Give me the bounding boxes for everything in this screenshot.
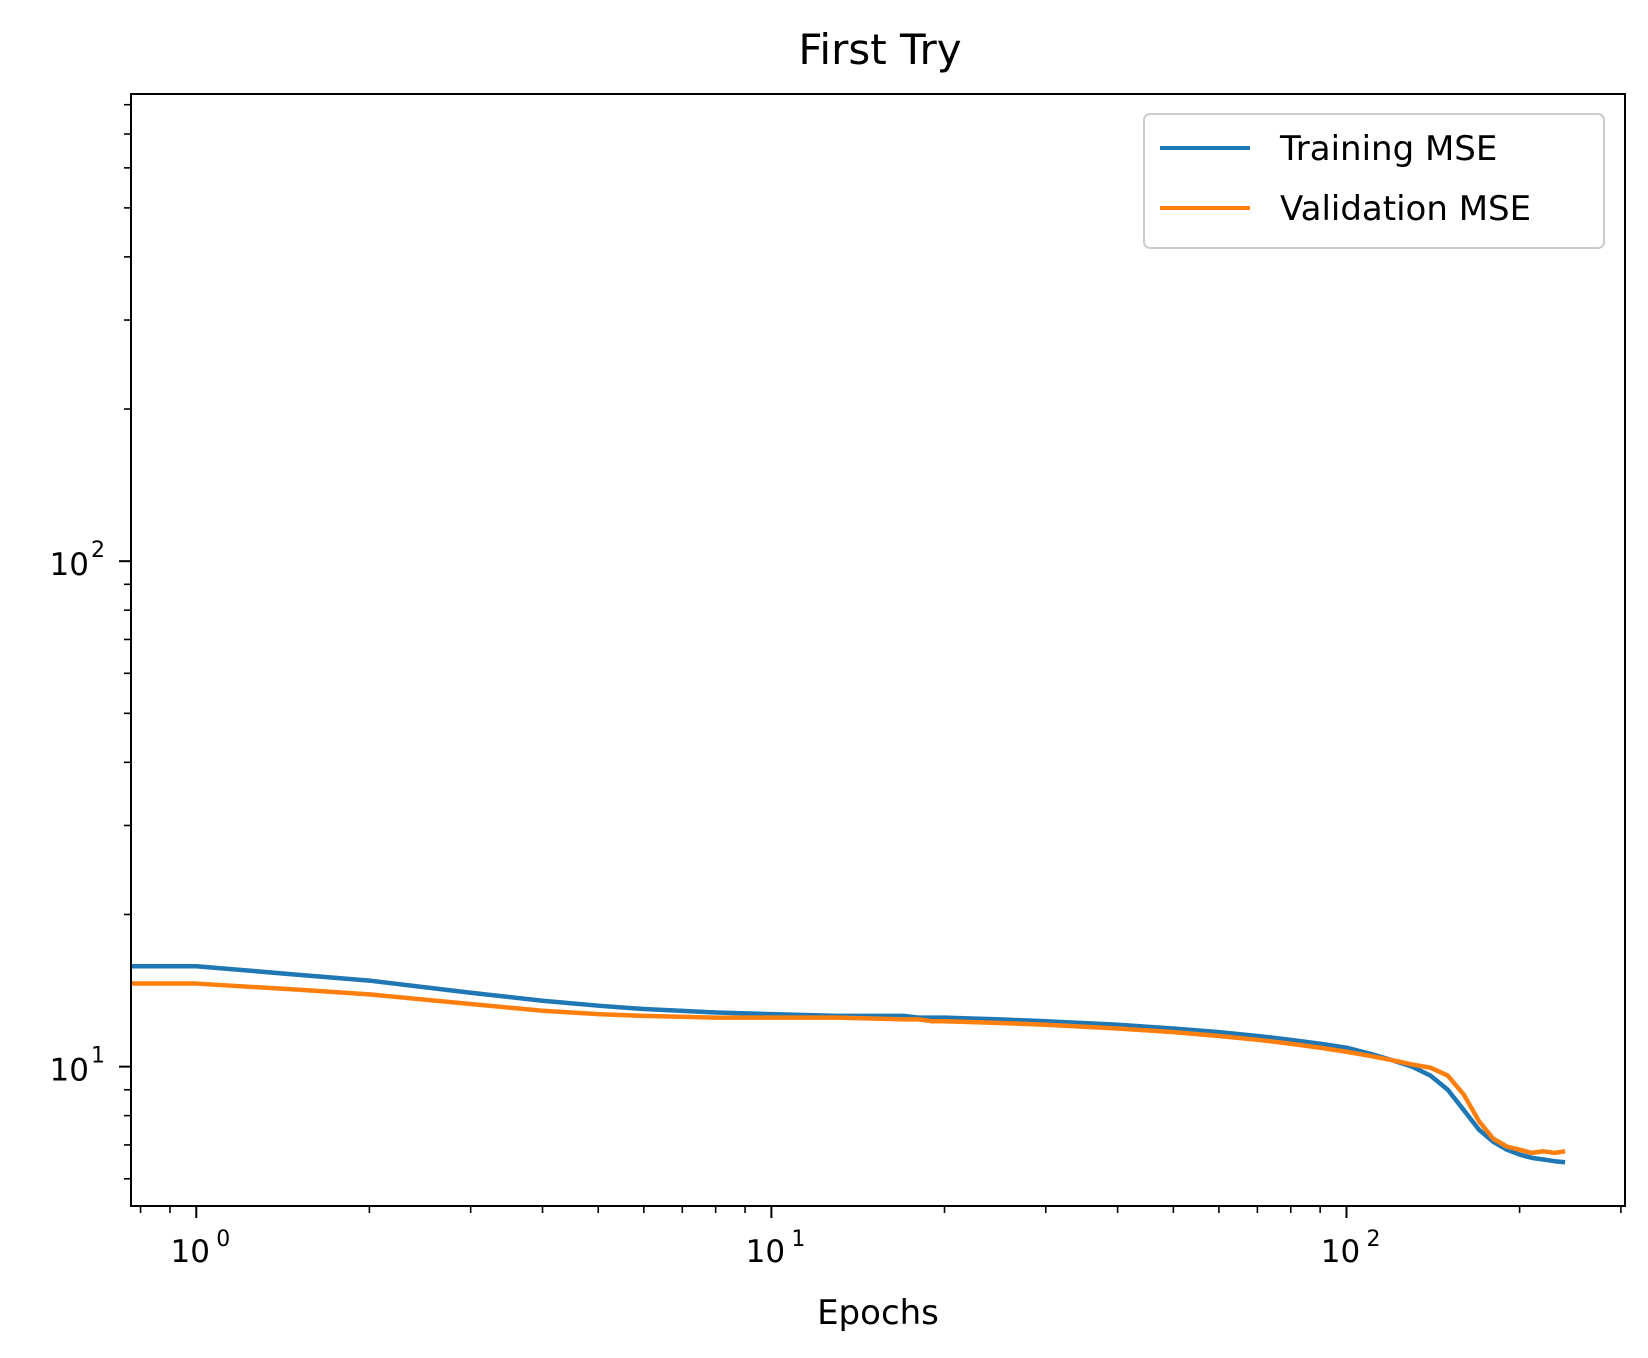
legend-box: [1143, 113, 1605, 249]
y-tick-label: 10: [50, 547, 89, 583]
y-tick-exponent: 1: [91, 1044, 105, 1069]
x-tick-label: 10: [1321, 1234, 1360, 1270]
legend-label-validation: Validation MSE: [1280, 189, 1531, 229]
y-tick-label: 10: [50, 1053, 89, 1089]
x-tick-label: 10: [746, 1234, 785, 1270]
x-axis-label: Epochs: [817, 1293, 939, 1333]
x-tick-label: 10: [171, 1234, 210, 1270]
x-tick-exponent: 0: [216, 1227, 230, 1252]
x-tick-exponent: 1: [791, 1227, 805, 1252]
plot-area: [131, 963, 1566, 1165]
x-tick-exponent: 2: [1366, 1227, 1380, 1252]
y-tick-exponent: 2: [91, 538, 105, 563]
chart-title: First Try: [798, 25, 961, 74]
series-line-training-mse: [131, 963, 1566, 1165]
plot-frame: [130, 93, 1626, 1207]
series-line-validation-mse: [131, 981, 1566, 1156]
legend-label-training: Training MSE: [1279, 129, 1497, 169]
legend: Training MSE Validation MSE: [1143, 113, 1605, 249]
x-axis-ticks: 10 0 10 1 10 2: [139, 1206, 1622, 1270]
